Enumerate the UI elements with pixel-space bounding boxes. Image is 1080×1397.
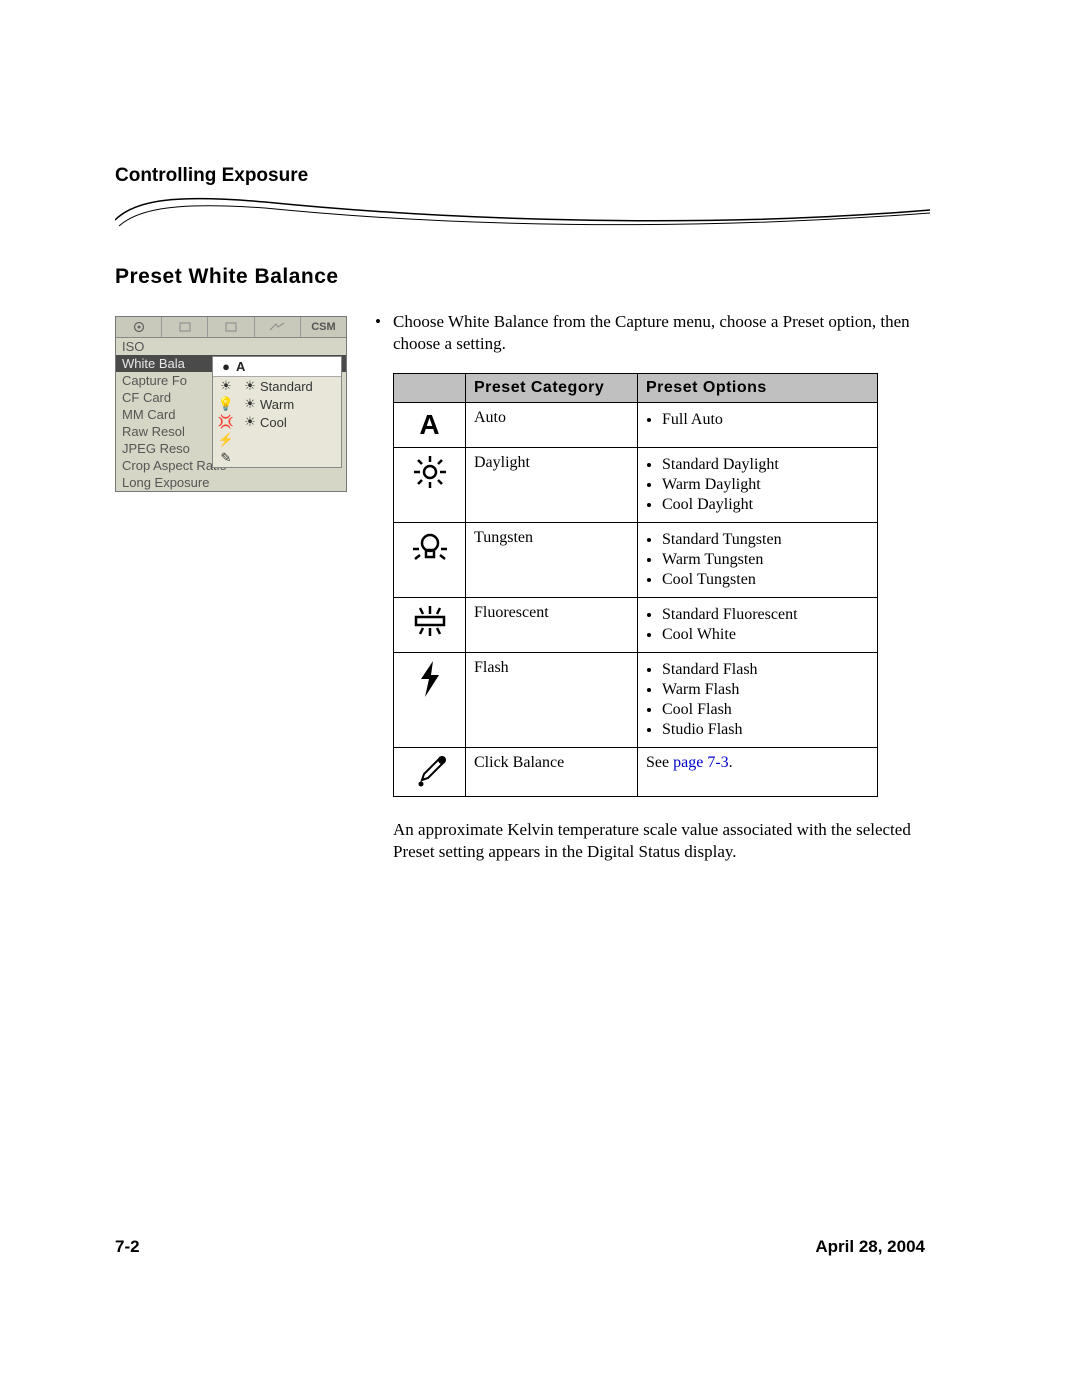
bullet-icon: • (375, 311, 393, 355)
sun-icon: ☀ (240, 414, 260, 430)
flyout-row: 💢 ☀ Cool (213, 413, 341, 431)
preset-icon-cell (394, 747, 466, 796)
sun-icon: ☀ (216, 378, 236, 394)
flyout-row-label: Cool (260, 415, 287, 430)
flyout-header: ● A (213, 357, 341, 377)
preset-option: Standard Flash (662, 661, 869, 679)
bulb-icon: 💡 (216, 396, 236, 412)
preset-category-cell: Click Balance (466, 747, 638, 796)
page: Controlling Exposure Preset White Balanc… (0, 0, 1080, 1397)
flyout-header-label: A (236, 359, 245, 374)
flash-icon: ⚡ (216, 432, 236, 448)
preset-option: Warm Daylight (662, 476, 869, 494)
preset-icon-cell (394, 597, 466, 652)
preset-options-cell: Standard Fluorescent Cool White (638, 597, 878, 652)
eyedropper-icon (412, 754, 448, 790)
menu-screenshot: CSM ISO White Bala Capture Fo CF Card MM… (115, 316, 347, 492)
screenshot-tabs: CSM (116, 317, 346, 338)
flyout-row-label: Standard (260, 379, 313, 394)
link-suffix: . (729, 754, 733, 771)
footer-date: April 28, 2004 (815, 1237, 925, 1257)
bulb-icon (410, 529, 450, 567)
preset-options-cell: Full Auto (638, 402, 878, 447)
table-row: Daylight Standard Daylight Warm Daylight Co… (394, 447, 878, 522)
preset-icon-cell: A (394, 402, 466, 447)
preset-options-cell: Standard Tungsten Warm Tungsten Cool Tungs… (638, 522, 878, 597)
chapter-title: Controlling Exposure (115, 165, 925, 187)
table-header-icon (394, 373, 466, 402)
screenshot-tab-csm: CSM (301, 317, 346, 337)
preset-category-cell: Daylight (466, 447, 638, 522)
preset-option: Cool Daylight (662, 496, 869, 514)
screenshot-tab (116, 317, 162, 337)
preset-option: Studio Flash (662, 721, 869, 739)
table-row: Click BalanceSee page 7-3. (394, 747, 878, 796)
header-swoosh (115, 192, 930, 232)
preset-category-cell: Fluorescent (466, 597, 638, 652)
flyout-row: ✎ (213, 449, 341, 467)
preset-option: Standard Fluorescent (662, 606, 869, 624)
screenshot-tab (255, 317, 301, 337)
screenshot-body: ISO White Bala Capture Fo CF Card MM Car… (116, 338, 346, 491)
screenshot-flyout: ● A ☀ ☀ Standard 💡 ☀ Warm (212, 356, 342, 468)
preset-icon-cell (394, 447, 466, 522)
preset-option: Standard Daylight (662, 456, 869, 474)
kelvin-note: An approximate Kelvin temperature scale … (393, 819, 925, 863)
preset-option: Cool Tungsten (662, 571, 869, 589)
table-row: FlashStandard FlashWarm FlashCool FlashS… (394, 652, 878, 747)
auto-icon: A (419, 409, 439, 440)
flyout-row: ☀ ☀ Standard (213, 377, 341, 395)
fluorescent-icon: 💢 (216, 414, 236, 430)
screenshot-menu-item: ISO (116, 338, 346, 355)
preset-category-cell: Flash (466, 652, 638, 747)
flyout-row: ⚡ (213, 431, 341, 449)
table-row: Tungsten Standard Tungsten Warm Tungsten Co… (394, 522, 878, 597)
preset-options-cell: Standard Daylight Warm Daylight Cool Dayli… (638, 447, 878, 522)
page-link[interactable]: page 7-3 (673, 754, 729, 771)
preset-option: Standard Tungsten (662, 531, 869, 549)
flyout-header-dot: ● (216, 359, 236, 374)
table-row: A Auto Full Auto (394, 402, 878, 447)
sun-icon: ☀ (240, 396, 260, 412)
page-footer: 7-2 April 28, 2004 (115, 1237, 925, 1257)
section-title: Preset White Balance (115, 265, 925, 289)
preset-table: Preset Category Preset Options A Auto Full… (393, 373, 878, 797)
table-row: Fluorescent Standard Fluorescent Cool Whit… (394, 597, 878, 652)
preset-category-cell: Tungsten (466, 522, 638, 597)
screenshot-tab (162, 317, 208, 337)
screenshot-tab (208, 317, 254, 337)
preset-icon-cell (394, 652, 466, 747)
instruction-text: Choose White Balance from the Capture me… (393, 311, 925, 355)
eyedropper-icon: ✎ (216, 450, 236, 466)
preset-option: Cool Flash (662, 701, 869, 719)
preset-option: Warm Flash (662, 681, 869, 699)
preset-option: Warm Tungsten (662, 551, 869, 569)
sun-icon: ☀ (240, 378, 260, 394)
screenshot-menu-item: Long Exposure (116, 474, 346, 491)
flash-icon (415, 659, 445, 699)
preset-options-cell: See page 7-3. (638, 747, 878, 796)
preset-options-cell: Standard Flash Warm Flash Cool Flash Studio… (638, 652, 878, 747)
instruction: • Choose White Balance from the Capture … (375, 311, 925, 355)
table-header-options: Preset Options (638, 373, 878, 402)
sun-icon (412, 454, 448, 490)
preset-option: Cool White (662, 626, 869, 644)
table-header-category: Preset Category (466, 373, 638, 402)
fluorescent-icon (410, 604, 450, 638)
preset-option: Full Auto (662, 411, 869, 429)
preset-icon-cell (394, 522, 466, 597)
link-prefix: See (646, 754, 673, 771)
flyout-row: 💡 ☀ Warm (213, 395, 341, 413)
page-number: 7-2 (115, 1237, 140, 1257)
preset-category-cell: Auto (466, 402, 638, 447)
flyout-row-label: Warm (260, 397, 294, 412)
